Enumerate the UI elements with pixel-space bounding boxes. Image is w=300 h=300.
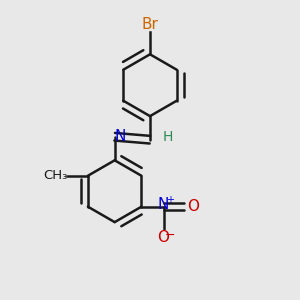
Text: +: + xyxy=(166,195,174,205)
Text: O: O xyxy=(158,230,169,245)
Text: H: H xyxy=(163,130,173,144)
Text: O: O xyxy=(187,199,199,214)
Text: N: N xyxy=(115,129,126,144)
Text: Br: Br xyxy=(142,17,158,32)
Text: CH₃: CH₃ xyxy=(43,169,68,182)
Text: N: N xyxy=(158,197,169,212)
Text: −: − xyxy=(165,229,175,242)
